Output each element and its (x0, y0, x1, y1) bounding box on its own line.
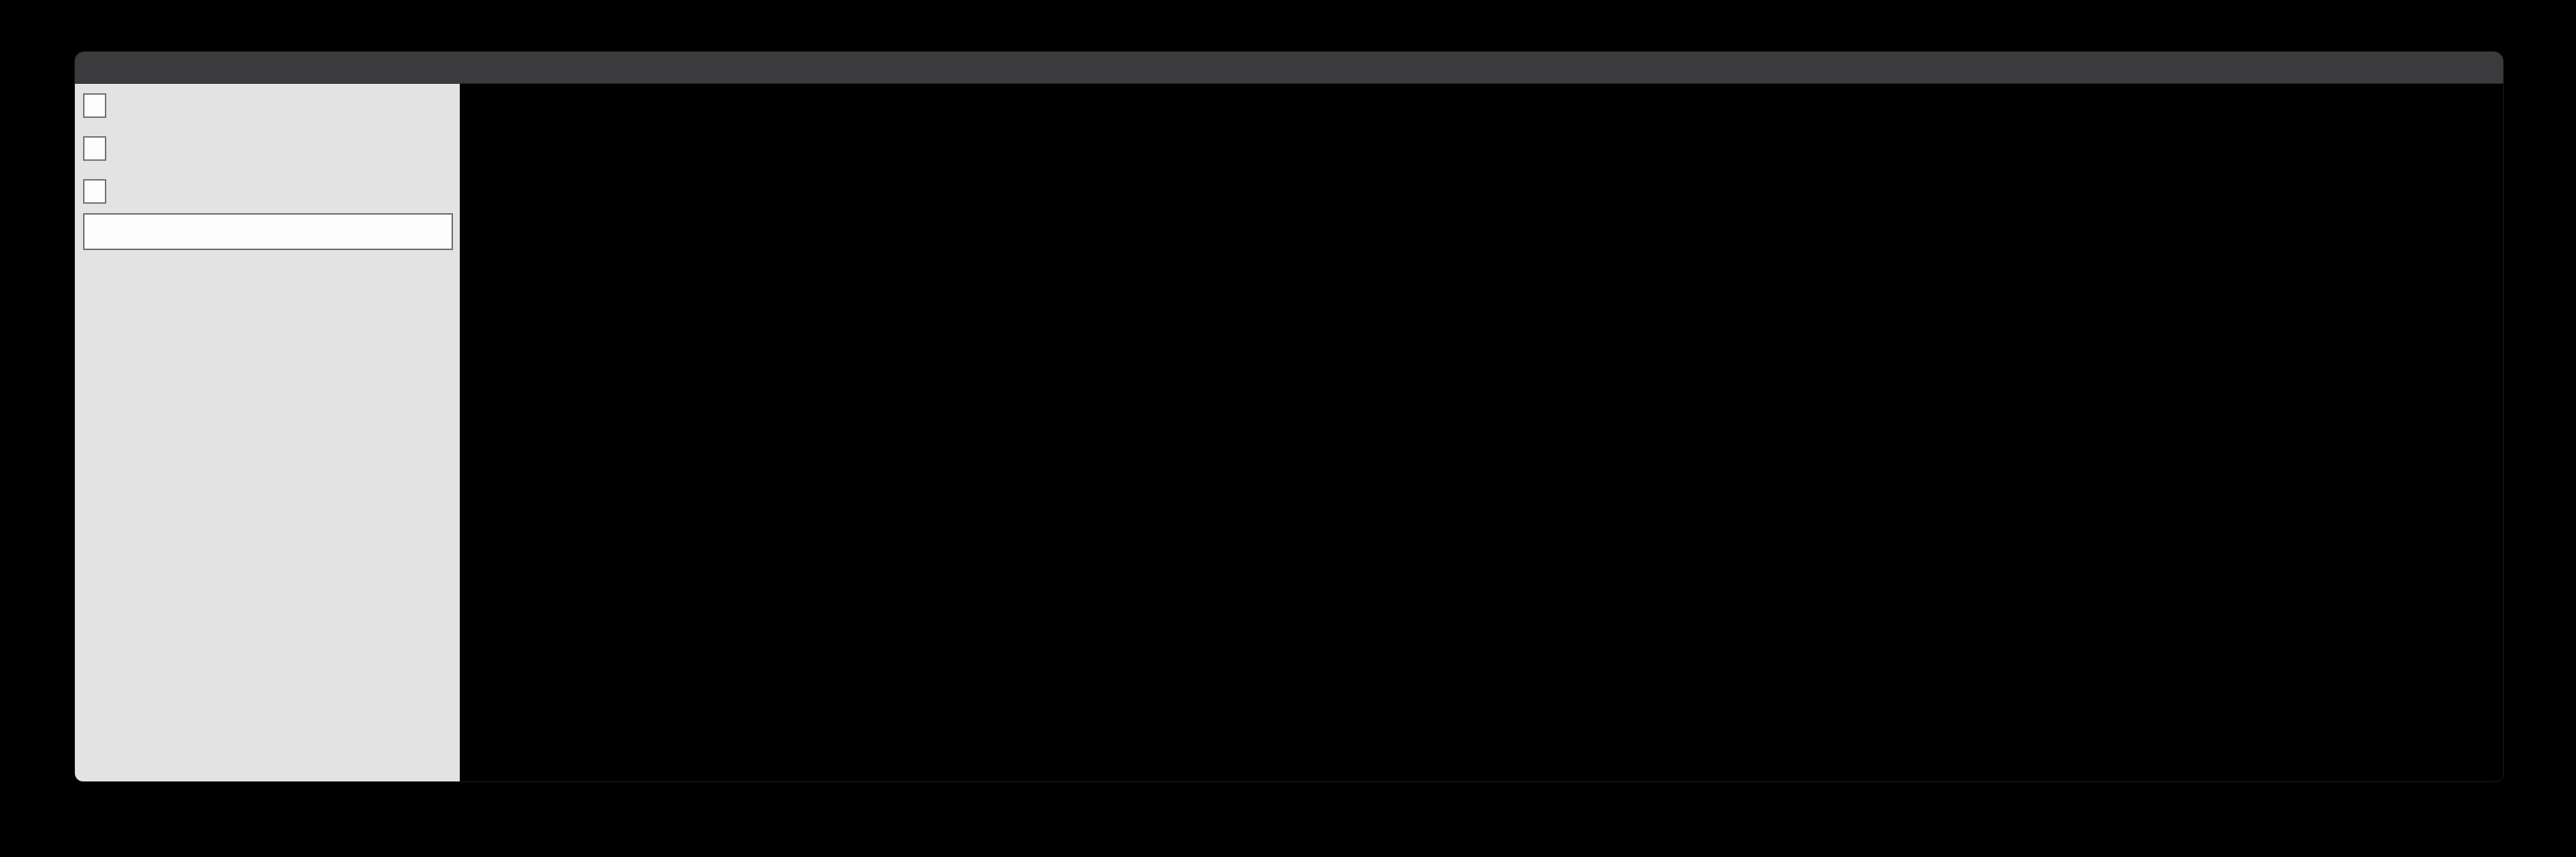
show-mocap-rot-vel-checkbox[interactable] (83, 136, 106, 161)
checkbox-row-show-mocap-rot-vel[interactable] (83, 135, 110, 162)
show-gyro-checkbox[interactable] (83, 93, 106, 118)
window-content (75, 84, 2503, 781)
window-title (75, 52, 2503, 83)
app-window (75, 52, 2503, 781)
show-error-checkbox[interactable] (83, 179, 106, 204)
save-aligned-dataset-button[interactable] (83, 213, 453, 250)
titlebar[interactable] (75, 52, 2503, 84)
checkbox-row-show-error[interactable] (83, 178, 110, 205)
sidebar (75, 84, 460, 781)
plot-canvas[interactable] (460, 84, 664, 186)
checkbox-row-show-gyro[interactable] (83, 92, 110, 119)
plot-area[interactable] (460, 84, 2503, 781)
